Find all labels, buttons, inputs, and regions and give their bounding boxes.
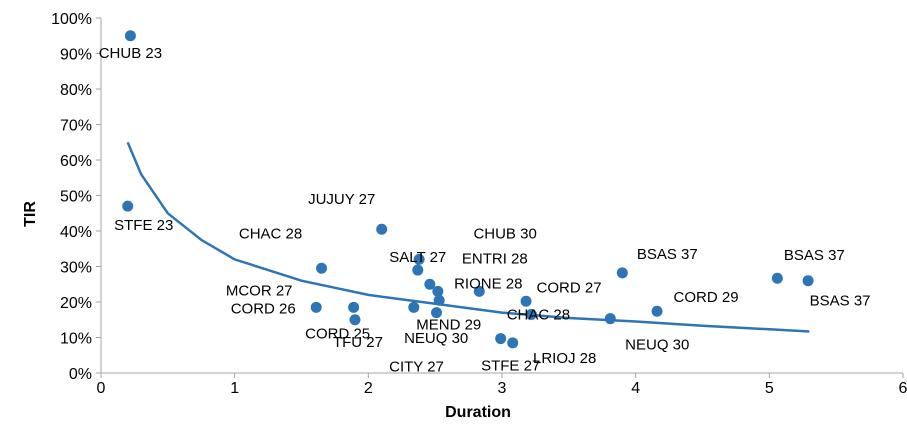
y-tick-label: 70% bbox=[60, 118, 92, 135]
data-point bbox=[495, 333, 507, 345]
data-point bbox=[310, 301, 322, 313]
data-point bbox=[525, 308, 537, 320]
data-label: MEND 29 bbox=[416, 316, 481, 333]
data-label: BSAS 37 bbox=[784, 247, 845, 264]
x-tick-label: 2 bbox=[364, 380, 373, 397]
data-point bbox=[348, 301, 360, 313]
data-label: CHAC 28 bbox=[507, 306, 570, 323]
y-tick-label: 80% bbox=[60, 82, 92, 99]
x-tick-group: 0 1 2 3 4 5 6 bbox=[97, 373, 907, 397]
data-label: BSAS 37 bbox=[810, 293, 871, 310]
data-label: CORD 27 bbox=[537, 279, 602, 296]
x-axis-title: Duration bbox=[445, 404, 511, 421]
y-tick-group: 0% 10% 20% 30% 40% 50% 60% 70% 80% 90% 100% bbox=[51, 11, 101, 383]
data-point bbox=[771, 272, 783, 284]
data-point bbox=[473, 285, 485, 297]
data-label: CHUB 23 bbox=[99, 45, 162, 62]
data-label: BSAS 37 bbox=[637, 246, 698, 263]
data-point bbox=[376, 223, 388, 235]
data-point bbox=[432, 285, 444, 297]
data-point bbox=[408, 301, 420, 313]
data-label: STFE 23 bbox=[114, 217, 173, 234]
data-point bbox=[604, 313, 616, 325]
plot-area: 0 1 2 3 4 5 6 0% 10% 20% 30% 40% 50% 60% 70% 80% 90% 100… bbox=[51, 11, 907, 397]
y-tick-label: 90% bbox=[60, 47, 92, 64]
data-label: CORD 26 bbox=[231, 300, 296, 317]
data-point bbox=[431, 307, 443, 319]
data-label: CORD 25 bbox=[305, 325, 370, 342]
data-point bbox=[413, 253, 425, 265]
data-label: NEUQ 30 bbox=[625, 337, 689, 354]
data-label: RIONE 28 bbox=[454, 275, 522, 292]
data-label: MCOR 27 bbox=[226, 282, 293, 299]
data-point bbox=[520, 295, 532, 307]
data-point-group bbox=[122, 30, 814, 349]
x-tick-label: 3 bbox=[498, 380, 507, 397]
data-point bbox=[802, 275, 814, 287]
x-tick-label: 4 bbox=[631, 380, 640, 397]
data-label: STFE 27 bbox=[481, 358, 540, 375]
y-tick-label: 40% bbox=[60, 224, 92, 241]
data-label: LRIOJ 28 bbox=[533, 350, 596, 367]
data-point bbox=[124, 30, 136, 42]
y-tick-label: 60% bbox=[60, 153, 92, 170]
y-tick-label: 0% bbox=[69, 366, 92, 383]
data-label: CHUB 30 bbox=[473, 225, 536, 242]
trendline bbox=[126, 141, 810, 333]
data-point bbox=[616, 267, 628, 279]
data-point bbox=[349, 314, 361, 326]
data-point bbox=[507, 337, 519, 349]
data-label: CHAC 28 bbox=[239, 225, 302, 242]
data-point bbox=[316, 262, 328, 274]
data-point bbox=[122, 200, 134, 212]
y-tick-label: 50% bbox=[60, 189, 92, 206]
data-label: SALT 27 bbox=[389, 249, 446, 266]
x-tick-label: 1 bbox=[230, 380, 239, 397]
data-point bbox=[433, 294, 445, 306]
data-label-group: CHUB 23 STFE 23 JUJUY 27 CHUB 30 CHAC 28 SALT… bbox=[99, 45, 871, 376]
data-point bbox=[651, 305, 663, 317]
y-tick-label: 20% bbox=[60, 295, 92, 312]
data-point bbox=[412, 264, 424, 276]
y-tick-label: 10% bbox=[60, 331, 92, 348]
data-point bbox=[424, 278, 436, 290]
data-label: ENTRI 28 bbox=[462, 250, 528, 267]
data-label: TFU 27 bbox=[333, 334, 383, 351]
data-label: JUJUY 27 bbox=[308, 191, 375, 208]
y-tick-label: 30% bbox=[60, 260, 92, 277]
data-label: NEUQ 30 bbox=[404, 330, 468, 347]
x-tick-label: 5 bbox=[765, 380, 774, 397]
y-axis-title: TIR bbox=[22, 201, 39, 227]
x-tick-label: 0 bbox=[97, 380, 106, 397]
x-tick-label: 6 bbox=[899, 380, 907, 397]
data-label: CITY 27 bbox=[389, 359, 444, 376]
data-label: CORD 29 bbox=[674, 289, 739, 306]
y-tick-label: 100% bbox=[51, 11, 92, 28]
